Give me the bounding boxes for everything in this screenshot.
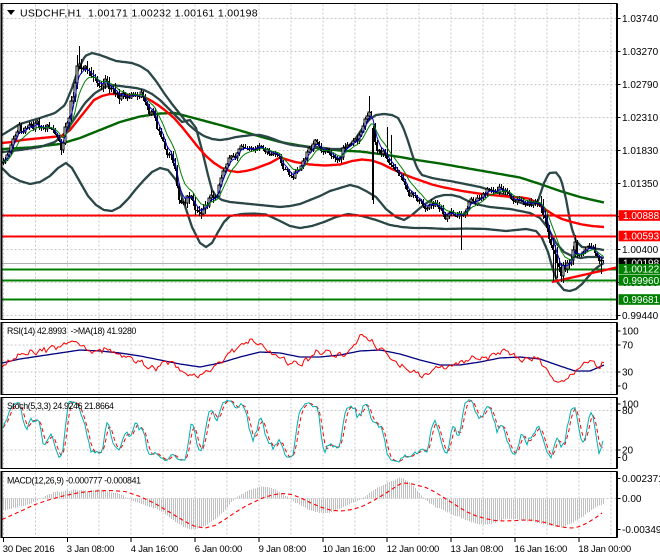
svg-text:4 Jan 16:00: 4 Jan 16:00 (131, 544, 178, 555)
svg-text:100: 100 (622, 327, 639, 338)
svg-text:MACD(12,26,9) -0.000777 -0.000: MACD(12,26,9) -0.000777 -0.000841 (7, 476, 141, 486)
svg-text:0: 0 (622, 453, 628, 464)
svg-text:1.02790: 1.02790 (622, 80, 659, 91)
svg-text:0.99681: 0.99681 (623, 295, 660, 306)
svg-text:13 Jan 08:00: 13 Jan 08:00 (451, 544, 504, 555)
svg-text:10 Jan 16:00: 10 Jan 16:00 (323, 544, 376, 555)
svg-text:1.03270: 1.03270 (622, 47, 659, 58)
svg-text:-0.003494: -0.003494 (622, 525, 660, 536)
svg-text:80: 80 (622, 406, 634, 417)
svg-text:0.99440: 0.99440 (622, 311, 659, 322)
svg-text:100: 100 (622, 400, 639, 411)
svg-text:1.00888: 1.00888 (623, 211, 660, 222)
svg-text:1.00122: 1.00122 (623, 265, 660, 276)
svg-text:9 Jan 08:00: 9 Jan 08:00 (259, 544, 306, 555)
svg-text:70: 70 (622, 340, 634, 351)
svg-text:1.02310: 1.02310 (622, 113, 659, 124)
svg-text:1.00400: 1.00400 (622, 245, 659, 256)
svg-text:Stoch(5,3,3) 24.9246 21.8664: Stoch(5,3,3) 24.9246 21.8664 (7, 401, 114, 411)
svg-text:1.01830: 1.01830 (622, 146, 659, 157)
svg-text:3 Jan 08:00: 3 Jan 08:00 (67, 544, 114, 555)
svg-text:12 Jan 00:00: 12 Jan 00:00 (387, 544, 440, 555)
svg-text:0.99960: 0.99960 (623, 276, 660, 287)
svg-text:20: 20 (622, 446, 634, 457)
svg-text:30 Dec 2016: 30 Dec 2016 (3, 544, 55, 555)
svg-text:30: 30 (622, 368, 634, 379)
svg-text:0.002371: 0.002371 (622, 474, 660, 485)
svg-text:1.03740: 1.03740 (622, 14, 659, 25)
svg-text:RSI(14) 42.8993 ->MA(18) 41.9: RSI(14) 42.8993 ->MA(18) 41.9280 (7, 326, 136, 336)
svg-text:6 Jan 00:00: 6 Jan 00:00 (195, 544, 242, 555)
svg-text:18 Jan 00:00: 18 Jan 00:00 (578, 544, 631, 555)
svg-text:0.00: 0.00 (622, 494, 642, 505)
svg-text:1.01350: 1.01350 (622, 179, 659, 190)
svg-text:0: 0 (622, 382, 628, 393)
svg-text:16 Jan 16:00: 16 Jan 16:00 (515, 544, 568, 555)
svg-text:USDCHF,H1 1.00171 1.00232 1.0: USDCHF,H1 1.00171 1.00232 1.00161 1.0019… (20, 8, 258, 20)
svg-text:1.00593: 1.00593 (623, 232, 660, 243)
